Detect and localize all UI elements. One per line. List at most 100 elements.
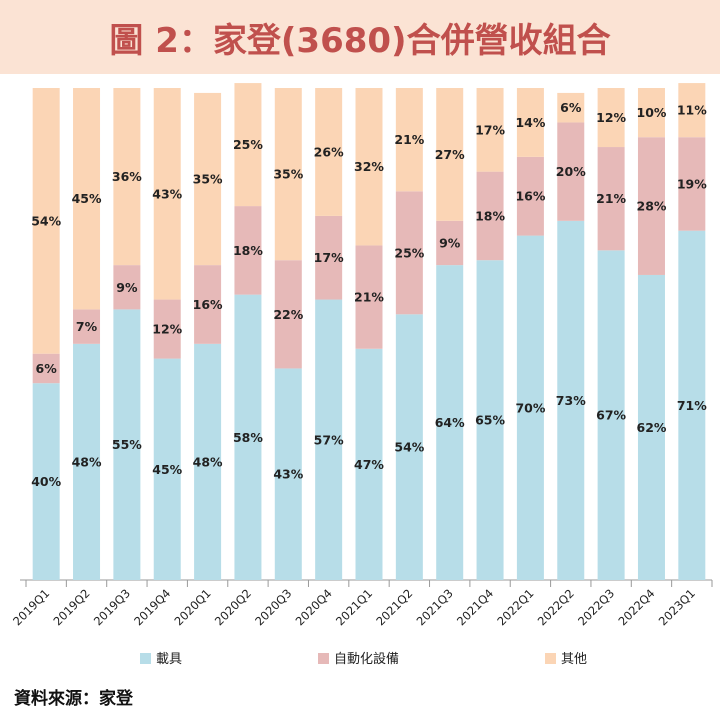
data-label-其他-2023Q1: 11% — [677, 103, 707, 118]
data-label-其他-2019Q1: 54% — [31, 213, 61, 228]
data-label-載具-2019Q2: 48% — [72, 454, 102, 469]
x-tick-label-2022Q2: 2022Q2 — [535, 586, 577, 628]
bar-載具-2021Q2 — [395, 314, 423, 580]
bar-其他-2021Q3 — [436, 88, 464, 221]
data-label-其他-2022Q4: 10% — [637, 105, 667, 120]
data-label-載具-2022Q1: 70% — [515, 400, 545, 415]
data-label-載具-2021Q1: 47% — [354, 457, 384, 472]
bar-載具-2019Q2 — [73, 343, 101, 580]
legend-swatch-自動化設備 — [318, 653, 329, 664]
bar-自動化設備-2020Q4 — [315, 215, 343, 300]
bar-載具-2021Q1 — [355, 348, 383, 580]
x-tick-label-2019Q1: 2019Q1 — [10, 586, 52, 628]
x-tick-label-2019Q2: 2019Q2 — [50, 586, 92, 628]
bar-其他-2020Q4 — [315, 88, 343, 216]
bar-其他-2021Q1 — [355, 88, 383, 246]
data-label-載具-2020Q4: 57% — [314, 432, 344, 447]
x-tick-label-2022Q3: 2022Q3 — [575, 586, 617, 628]
data-label-自動化設備-2020Q3: 22% — [273, 307, 303, 322]
bar-其他-2021Q4 — [476, 88, 504, 172]
data-label-載具-2022Q3: 67% — [596, 408, 626, 423]
data-label-自動化設備-2020Q4: 17% — [314, 250, 344, 265]
bar-其他-2023Q1 — [678, 83, 706, 138]
data-label-其他-2021Q4: 17% — [475, 122, 505, 137]
data-label-載具-2021Q2: 54% — [394, 440, 424, 455]
x-tick-label-2020Q1: 2020Q1 — [172, 586, 214, 628]
bar-自動化設備-2022Q2 — [557, 122, 585, 221]
bar-自動化設備-2023Q1 — [678, 137, 706, 231]
bar-自動化設備-2022Q4 — [637, 137, 665, 275]
bar-載具-2020Q1 — [194, 343, 222, 580]
data-label-載具-2022Q4: 62% — [637, 420, 667, 435]
bar-自動化設備-2019Q4 — [153, 299, 181, 359]
data-label-載具-2019Q1: 40% — [31, 474, 61, 489]
bar-自動化設備-2021Q4 — [476, 171, 504, 261]
data-label-其他-2019Q4: 43% — [152, 186, 182, 201]
data-label-其他-2020Q1: 35% — [193, 172, 223, 187]
data-label-自動化設備-2021Q1: 21% — [354, 290, 384, 305]
legend-label-其他: 其他 — [561, 652, 587, 667]
x-tick-label-2021Q2: 2021Q2 — [373, 586, 415, 628]
data-label-自動化設備-2020Q2: 18% — [233, 243, 263, 258]
bar-載具-2019Q3 — [113, 309, 141, 580]
data-label-載具-2020Q1: 48% — [193, 454, 223, 469]
x-tick-label-2022Q1: 2022Q1 — [494, 586, 536, 628]
data-label-自動化設備-2019Q2: 7% — [76, 319, 98, 334]
bar-自動化設備-2019Q2 — [73, 309, 101, 344]
bar-載具-2023Q1 — [678, 230, 706, 580]
bar-自動化設備-2021Q2 — [395, 191, 423, 315]
bar-其他-2020Q3 — [274, 88, 302, 261]
legend-label-載具: 載具 — [156, 652, 182, 667]
data-label-載具-2020Q3: 43% — [273, 467, 303, 482]
data-label-自動化設備-2019Q3: 9% — [116, 280, 138, 295]
bar-自動化設備-2019Q1 — [32, 353, 60, 384]
data-label-其他-2021Q3: 27% — [435, 147, 465, 162]
x-tick-label-2021Q1: 2021Q1 — [333, 586, 375, 628]
bar-自動化設備-2020Q2 — [234, 206, 262, 295]
bar-其他-2021Q2 — [395, 88, 423, 192]
bar-其他-2022Q1 — [516, 88, 544, 157]
data-label-載具-2021Q3: 64% — [435, 415, 465, 430]
data-label-載具-2019Q4: 45% — [152, 462, 182, 477]
x-tick-label-2023Q1: 2023Q1 — [656, 586, 698, 628]
bar-其他-2019Q2 — [73, 88, 101, 310]
data-label-其他-2021Q2: 21% — [394, 132, 424, 147]
x-tick-label-2020Q2: 2020Q2 — [212, 586, 254, 628]
bar-其他-2022Q2 — [557, 92, 585, 123]
data-label-載具-2019Q3: 55% — [112, 437, 142, 452]
data-label-載具-2022Q2: 73% — [556, 393, 586, 408]
x-tick-label-2022Q4: 2022Q4 — [615, 586, 657, 628]
data-label-自動化設備-2021Q3: 9% — [439, 235, 461, 250]
data-label-其他-2022Q1: 14% — [515, 115, 545, 130]
stacked-bar-chart: 40% 6% 54% 2019Q1 48% 7% 45% 2019Q2 55% 9% 36% 2019… — [10, 83, 713, 667]
data-label-其他-2019Q2: 45% — [72, 191, 102, 206]
bar-自動化設備-2022Q3 — [597, 147, 625, 251]
data-label-載具-2021Q4: 65% — [475, 413, 505, 428]
bar-自動化設備-2022Q1 — [516, 156, 544, 236]
bar-其他-2020Q2 — [234, 83, 262, 207]
bar-其他-2022Q4 — [637, 88, 665, 138]
bar-載具-2021Q4 — [476, 260, 504, 580]
x-tick-label-2020Q4: 2020Q4 — [293, 586, 335, 628]
data-label-自動化設備-2022Q3: 21% — [596, 191, 626, 206]
data-label-自動化設備-2019Q1: 6% — [36, 361, 58, 376]
data-label-自動化設備-2022Q1: 16% — [515, 189, 545, 204]
x-tick-label-2020Q3: 2020Q3 — [252, 586, 294, 628]
bar-載具-2019Q1 — [32, 383, 60, 580]
data-label-其他-2020Q4: 26% — [314, 144, 344, 159]
data-label-自動化設備-2022Q4: 28% — [637, 199, 667, 214]
x-tick-label-2021Q3: 2021Q3 — [414, 586, 456, 628]
source-note: 資料來源：家登 — [14, 689, 133, 709]
bar-自動化設備-2020Q1 — [194, 265, 222, 344]
data-label-自動化設備-2021Q2: 25% — [394, 245, 424, 260]
chart-title: 圖 2：家登(3680)合併營收組合 — [109, 20, 611, 61]
data-label-載具-2023Q1: 71% — [677, 398, 707, 413]
bar-自動化設備-2021Q1 — [355, 245, 383, 349]
data-label-其他-2020Q3: 35% — [273, 167, 303, 182]
bar-其他-2019Q1 — [32, 88, 60, 354]
data-label-其他-2022Q2: 6% — [560, 100, 582, 115]
data-label-其他-2022Q3: 12% — [596, 110, 626, 125]
bar-載具-2020Q4 — [315, 299, 343, 580]
data-label-自動化設備-2021Q4: 18% — [475, 208, 505, 223]
bar-其他-2019Q3 — [113, 88, 141, 266]
